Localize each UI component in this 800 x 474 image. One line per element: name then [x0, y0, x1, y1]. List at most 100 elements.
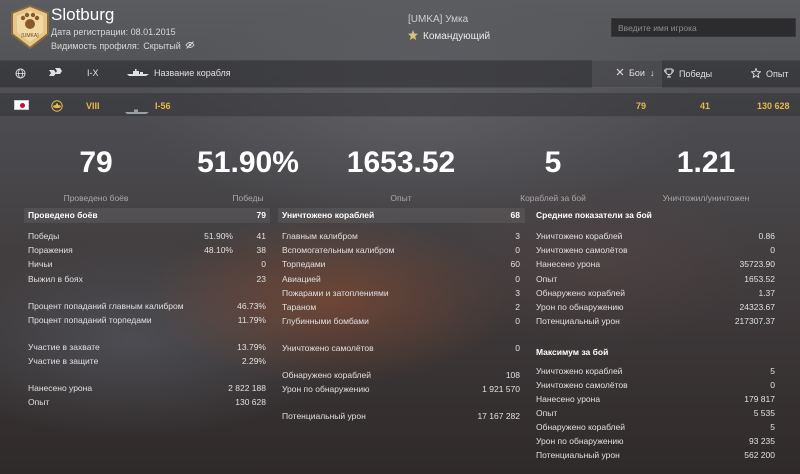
max-section-header: Максимум за бой: [536, 347, 775, 360]
ship-wins: 41: [700, 101, 711, 111]
stat-label: Победы: [28, 231, 60, 241]
player-search-input[interactable]: Введите имя игрока: [611, 18, 796, 37]
stat-row: Нанесено урона 35723.90: [536, 259, 775, 272]
stat-label: Нанесено урона: [536, 394, 601, 404]
stat-value: 41: [256, 231, 266, 241]
column-wins[interactable]: Победы: [664, 68, 712, 80]
stat-label: Уничтожено кораблей: [536, 366, 623, 376]
stat-label: Потенциальный урон: [536, 450, 620, 460]
kills-section-header: Уничтожено кораблей 68: [282, 210, 520, 223]
stat-row: Нанесено урона 179 817: [536, 394, 775, 407]
clan-role: Командующий: [408, 30, 490, 43]
stat-row: Поражения 48.10% 38: [28, 245, 266, 258]
stat-label: Процент попаданий торпедами: [28, 315, 152, 325]
stat-value: 108: [505, 370, 520, 380]
stat-label: Вспомогательным калибром: [282, 245, 395, 255]
visibility-label: Видимость профиля:: [51, 41, 140, 51]
stat-row: Выжил в боях 23: [28, 274, 266, 287]
stat-label: Обнаружено кораблей: [536, 288, 625, 298]
globe-icon: [15, 68, 26, 81]
stat-value: 60: [510, 259, 520, 269]
ship-row[interactable]: [0, 93, 800, 117]
stat-label: Нанесено урона: [28, 383, 93, 393]
sort-down-icon: ↓: [649, 68, 655, 78]
stat-label: Авиацией: [282, 274, 321, 284]
section-title: Уничтожено кораблей: [282, 210, 375, 220]
stat-row: Обнаружено кораблей 5: [536, 422, 775, 435]
stat-row: Пожарами и затоплениями 3: [282, 288, 520, 301]
commander-icon: [408, 30, 418, 43]
wins-label: Победы: [679, 69, 713, 79]
stat-row: Торпедами 60: [282, 259, 520, 272]
stat-value: 1653.52: [744, 274, 775, 284]
stat-row: Урон по обнаружению 1 921 570: [282, 384, 520, 397]
stat-row: Процент попаданий торпедами 11.79%: [28, 315, 266, 328]
stat-value: 17 167 282: [477, 411, 520, 421]
stat-label: Урон по обнаружению: [536, 302, 624, 312]
stat-label: Участие в захвате: [28, 342, 100, 352]
stat-row: Потенциальный урон 17 167 282: [282, 411, 520, 424]
stat-value: 0: [515, 245, 520, 255]
exp-label: Опыт: [766, 69, 789, 79]
stat-value: 0.86: [758, 231, 775, 241]
stat-row: Уничтожено кораблей 0.86: [536, 231, 775, 244]
close-icon: [616, 68, 624, 78]
stat-row: Уничтожено самолётов 0: [536, 245, 775, 258]
column-nation[interactable]: [15, 68, 26, 81]
visibility-value: Скрытый: [143, 41, 181, 51]
stat-value: 13.79%: [237, 342, 266, 352]
stat-percent: 51.90%: [204, 231, 233, 241]
stat-label: Обнаружено кораблей: [536, 422, 625, 432]
role-label: Командующий: [423, 31, 491, 42]
summary-winrate-value: 51.90%: [197, 146, 299, 179]
stat-label: Тараном: [282, 302, 317, 312]
stat-label: Нанесено урона: [536, 259, 601, 269]
battles-label: Бои: [629, 68, 645, 78]
column-battles[interactable]: Бои ↓: [616, 68, 654, 78]
ship-tier: VIII: [86, 101, 100, 111]
section-value: 79: [256, 210, 266, 220]
trophy-icon: [664, 68, 674, 80]
column-ship-name[interactable]: Название корабля: [127, 68, 231, 78]
section-title: Средние показатели за бой: [536, 210, 652, 220]
stat-value: 0: [770, 380, 775, 390]
player-name: Slotburg: [51, 5, 115, 24]
stat-value: 93 235: [749, 436, 775, 446]
stat-label: Уничтожено самолётов: [536, 245, 628, 255]
eye-slash-icon: [185, 41, 195, 51]
clan-emblem: [UMKA]: [8, 4, 52, 50]
ship-silhouette-icon: [125, 102, 149, 120]
summary-ships-label: Кораблей за бой: [520, 193, 586, 203]
stat-label: Уничтожено кораблей: [536, 231, 623, 241]
stat-value: 1 921 570: [482, 384, 520, 394]
stat-value: 1.37: [758, 288, 775, 298]
clan-name: [UMKA] Умка: [408, 14, 469, 25]
summary-exp-label: Опыт: [390, 193, 412, 203]
clan-link[interactable]: [UMKA] Умка: [408, 14, 468, 25]
stat-row: Потенциальный урон 562 200: [536, 450, 775, 463]
stat-row: Глубинными бомбами 0: [282, 316, 520, 329]
ship-type-icon: [49, 68, 63, 80]
stat-row: Вспомогательным калибром 0: [282, 245, 520, 258]
stat-value: 2.29%: [241, 356, 266, 366]
stat-row: Опыт 1653.52: [536, 274, 775, 287]
emblem-text: [UMKA]: [21, 33, 39, 39]
profile-visibility: Видимость профиля: Скрытый: [51, 41, 195, 51]
column-tier[interactable]: I-X: [87, 68, 99, 78]
stat-row: Потенциальный урон 217307.37: [536, 316, 775, 329]
stat-label: Урон по обнаружению: [536, 436, 624, 446]
stat-value: 0: [515, 274, 520, 284]
stat-label: Уничтожено самолётов: [536, 380, 628, 390]
stat-label: Пожарами и затоплениями: [282, 288, 389, 298]
column-exp[interactable]: Опыт: [750, 67, 789, 80]
stat-value: 130 628: [235, 397, 266, 407]
stat-label: Торпедами: [282, 259, 326, 269]
stat-row: Уничтожено самолётов 0: [282, 343, 520, 356]
ship-battles: 79: [636, 101, 647, 111]
tier-label: I-X: [87, 68, 99, 78]
stat-label: Участие в защите: [28, 356, 99, 366]
stat-row: Участие в защите 2.29%: [28, 356, 266, 369]
column-type[interactable]: [49, 68, 63, 80]
summary-battles-value: 79: [79, 146, 113, 179]
stat-row: Опыт 5 535: [536, 408, 775, 421]
